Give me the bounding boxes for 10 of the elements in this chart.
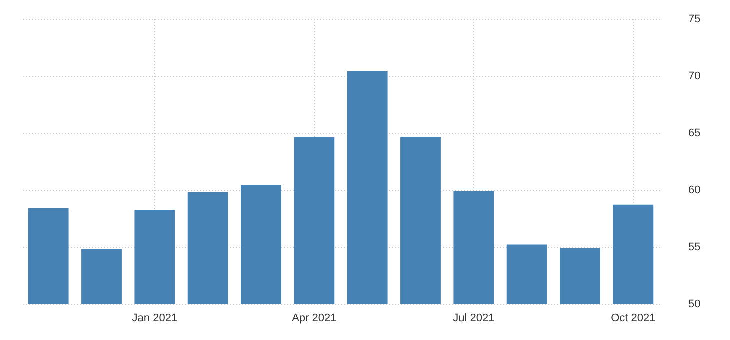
y-tick-label: 60 — [688, 184, 701, 196]
x-tick-label: Oct 2021 — [611, 312, 656, 324]
y-tick-label: 70 — [688, 70, 701, 82]
y-tick-label: 55 — [688, 242, 701, 254]
x-tick-label: Jan 2021 — [132, 312, 178, 324]
x-tick-label: Jul 2021 — [453, 312, 495, 324]
y-tick-label: 75 — [688, 14, 701, 26]
x-tick-label: Apr 2021 — [292, 312, 337, 324]
y-tick-label: 50 — [688, 298, 701, 310]
y-tick-label: 65 — [688, 128, 701, 140]
